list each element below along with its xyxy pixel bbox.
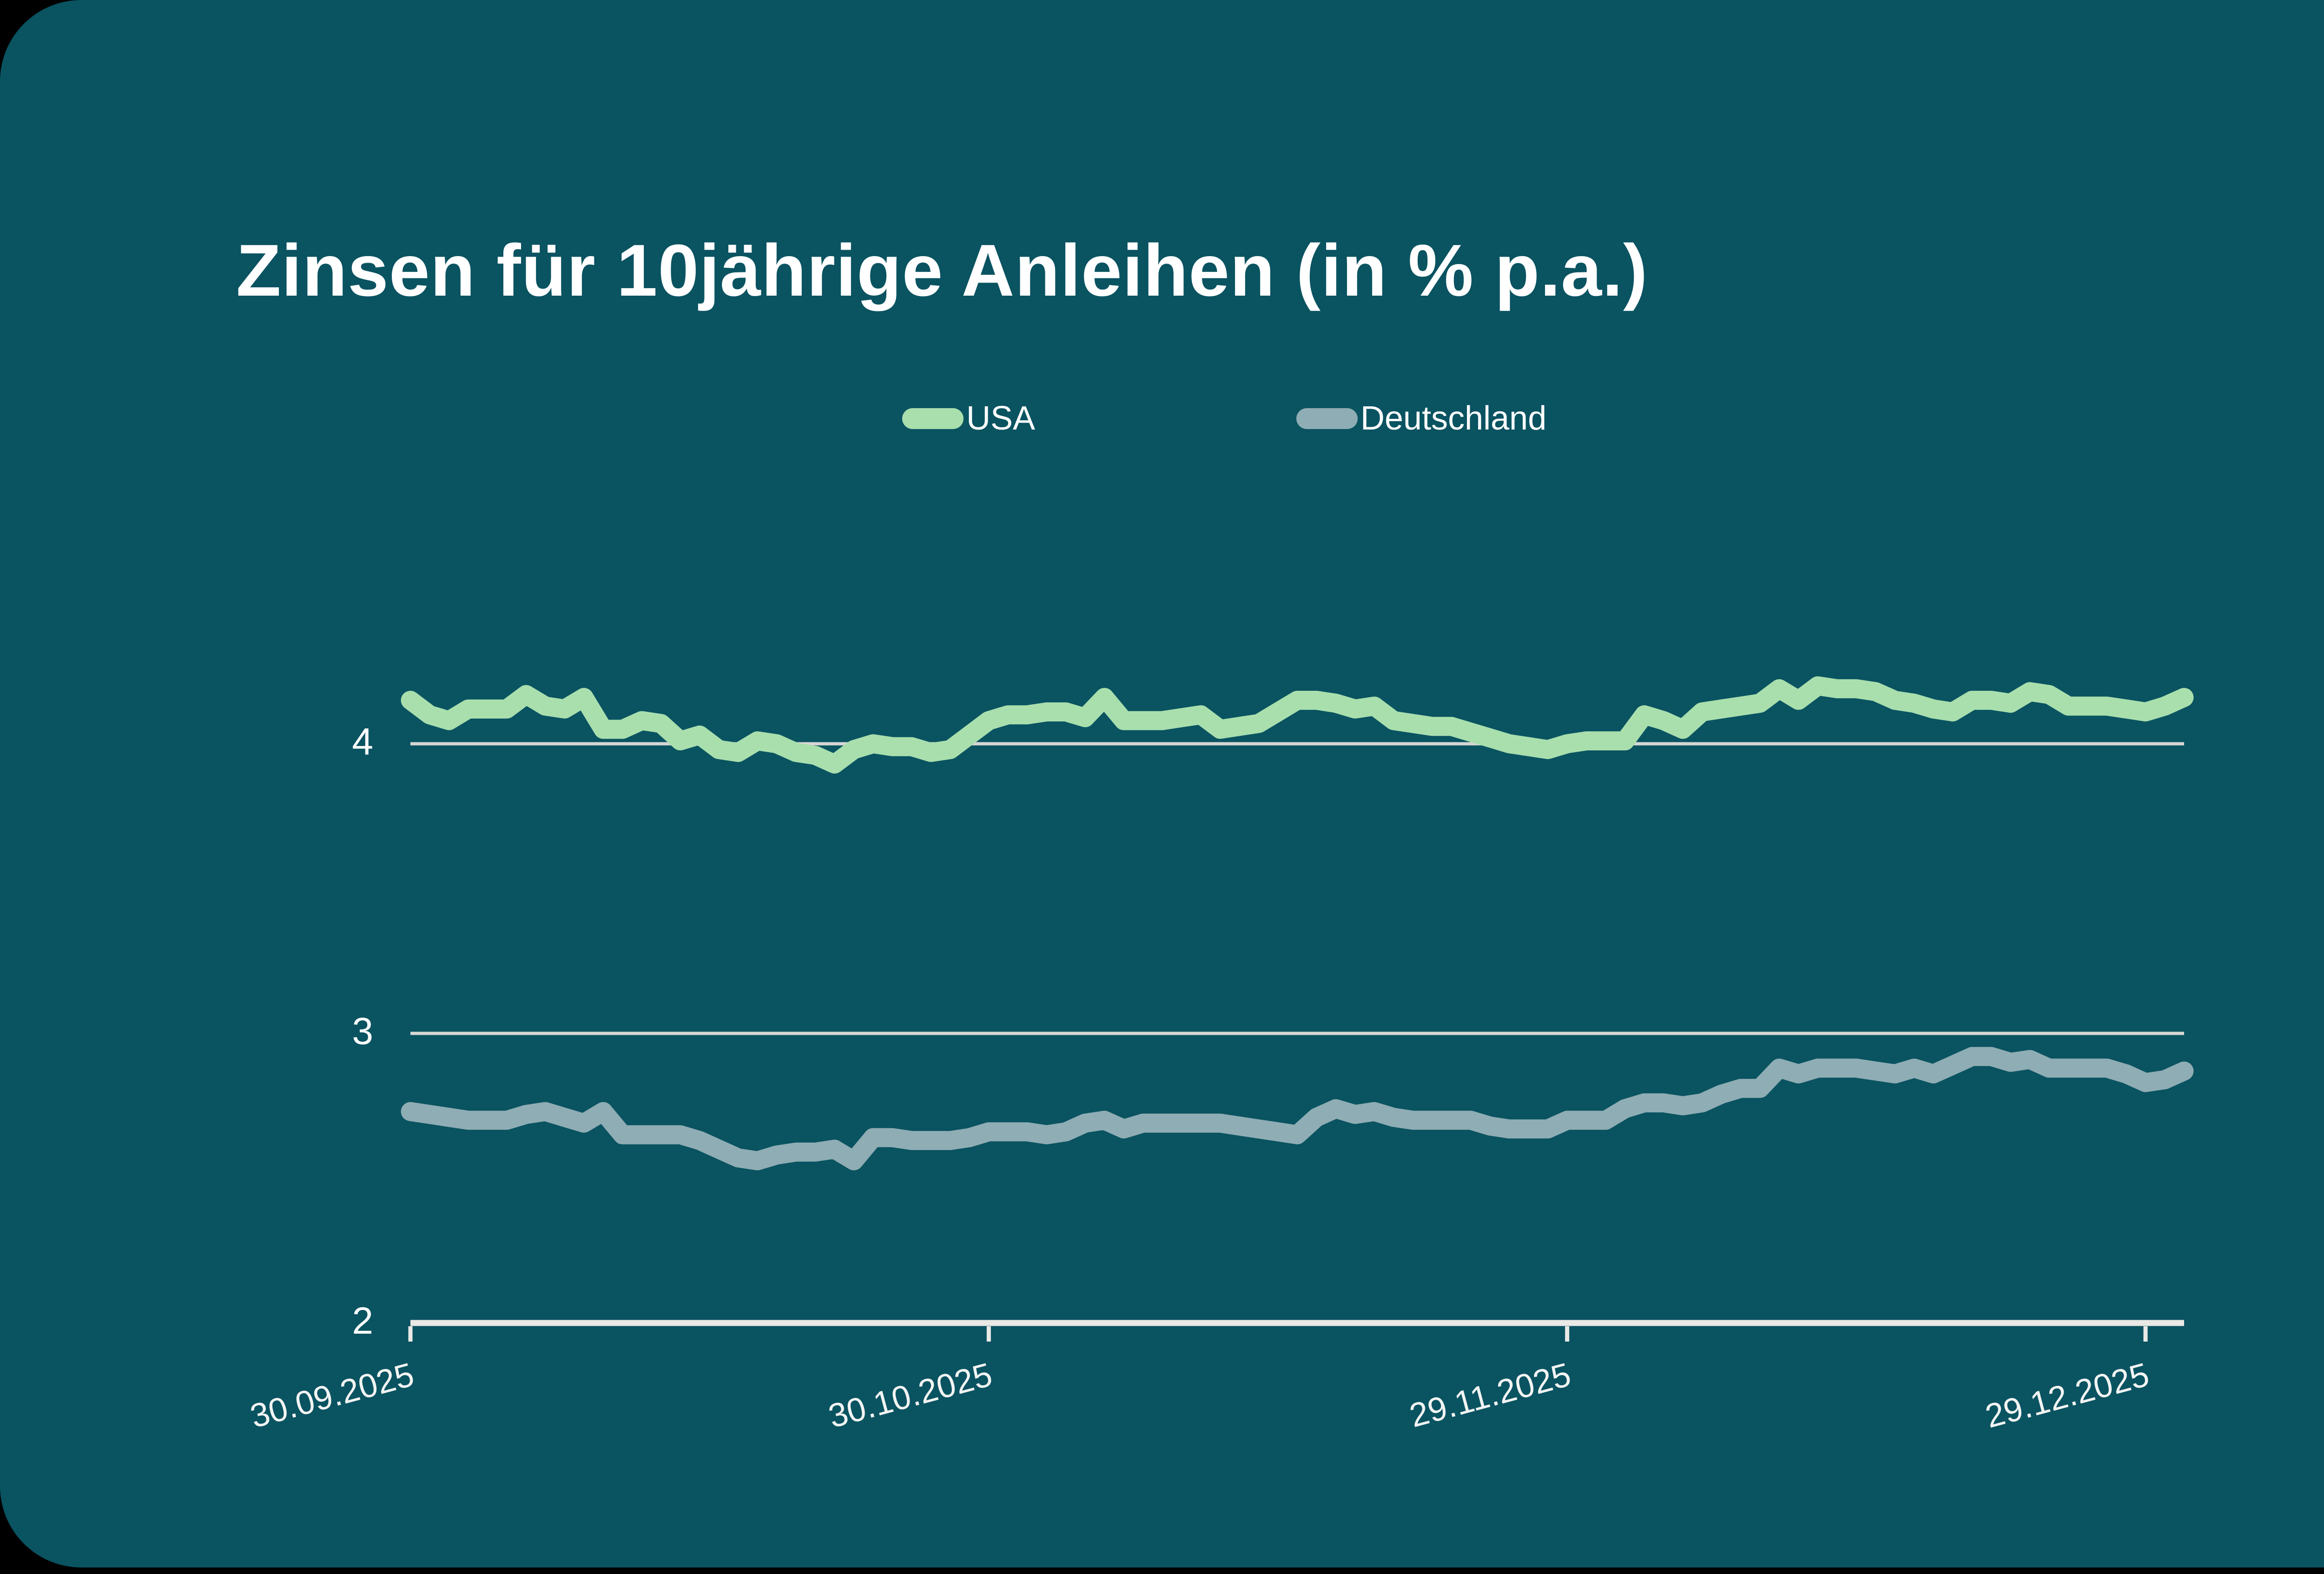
x-axis-label-30.09.2025: 30.09.2025 — [246, 1356, 418, 1435]
usa-line-swatch-icon — [902, 408, 964, 429]
legend-item-usa[interactable]: USA — [902, 400, 1035, 437]
deutschland-line-swatch-icon — [1296, 408, 1358, 429]
y-axis-label-3: 3 — [352, 1010, 373, 1053]
legend-label-deutschland: Deutschland — [1360, 400, 1547, 437]
x-axis-label-29.11.2025: 29.11.2025 — [1405, 1356, 1575, 1435]
x-axis-label-29.12.2025: 29.12.2025 — [1981, 1356, 2153, 1435]
series-line-usa — [401, 676, 2194, 774]
legend-label-usa: USA — [966, 400, 1036, 437]
series-line-deutschland — [401, 1047, 2194, 1171]
chart-title: Zinsen für 10jährige Anleihen (in % p.a.… — [236, 230, 1648, 311]
x-axis-label-30.10.2025: 30.10.2025 — [825, 1356, 997, 1435]
legend: USA Deutschland — [0, 400, 2324, 437]
y-axis-label-2: 2 — [352, 1300, 373, 1343]
legend-item-deutschland[interactable]: Deutschland — [1296, 400, 1546, 437]
y-axis-label-4: 4 — [352, 721, 373, 763]
